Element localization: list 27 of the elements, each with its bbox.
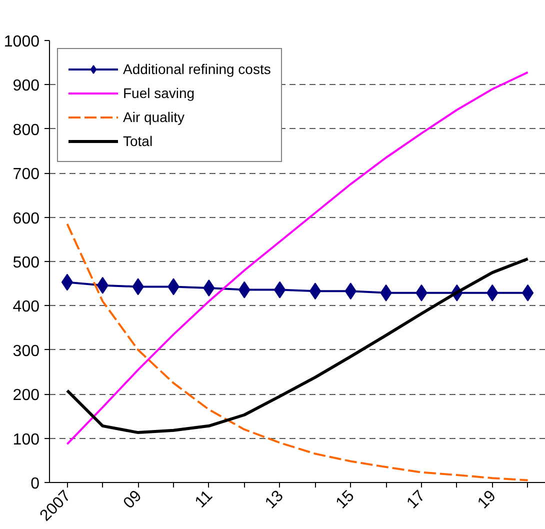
y-tick-label: 1000 xyxy=(4,34,40,50)
y-tick-label: 800 xyxy=(12,122,40,139)
x-tick-label: 09 xyxy=(120,487,146,512)
legend-label: Additional refining costs xyxy=(123,61,271,77)
point xyxy=(522,284,534,302)
point xyxy=(61,274,74,291)
x-tick-label: 13 xyxy=(262,487,287,512)
x-tick-label: 19 xyxy=(474,487,500,512)
y-tick-label: 700 xyxy=(12,166,40,184)
y-tick-label: 300 xyxy=(12,342,40,360)
x-tick-label: 15 xyxy=(333,487,358,512)
y-tick-label: 600 xyxy=(12,210,40,228)
y-tick-label: 500 xyxy=(12,254,40,272)
legend-label: Total xyxy=(123,133,153,149)
y-tick-label: 200 xyxy=(12,387,40,404)
x-tick-label: 11 xyxy=(192,487,216,512)
y-tick-label: 0 xyxy=(30,476,40,492)
legend-label: Air quality xyxy=(123,109,184,125)
y-tick-label: 900 xyxy=(12,78,40,95)
point xyxy=(274,281,286,298)
x-tick-label: 17 xyxy=(404,487,429,512)
line-series xyxy=(66,222,529,482)
legend-label: Fuel saving xyxy=(123,85,195,101)
y-tick-label: 100 xyxy=(12,431,40,448)
y-tick-label: 400 xyxy=(12,298,40,316)
point xyxy=(309,282,322,300)
line-series xyxy=(66,257,530,434)
